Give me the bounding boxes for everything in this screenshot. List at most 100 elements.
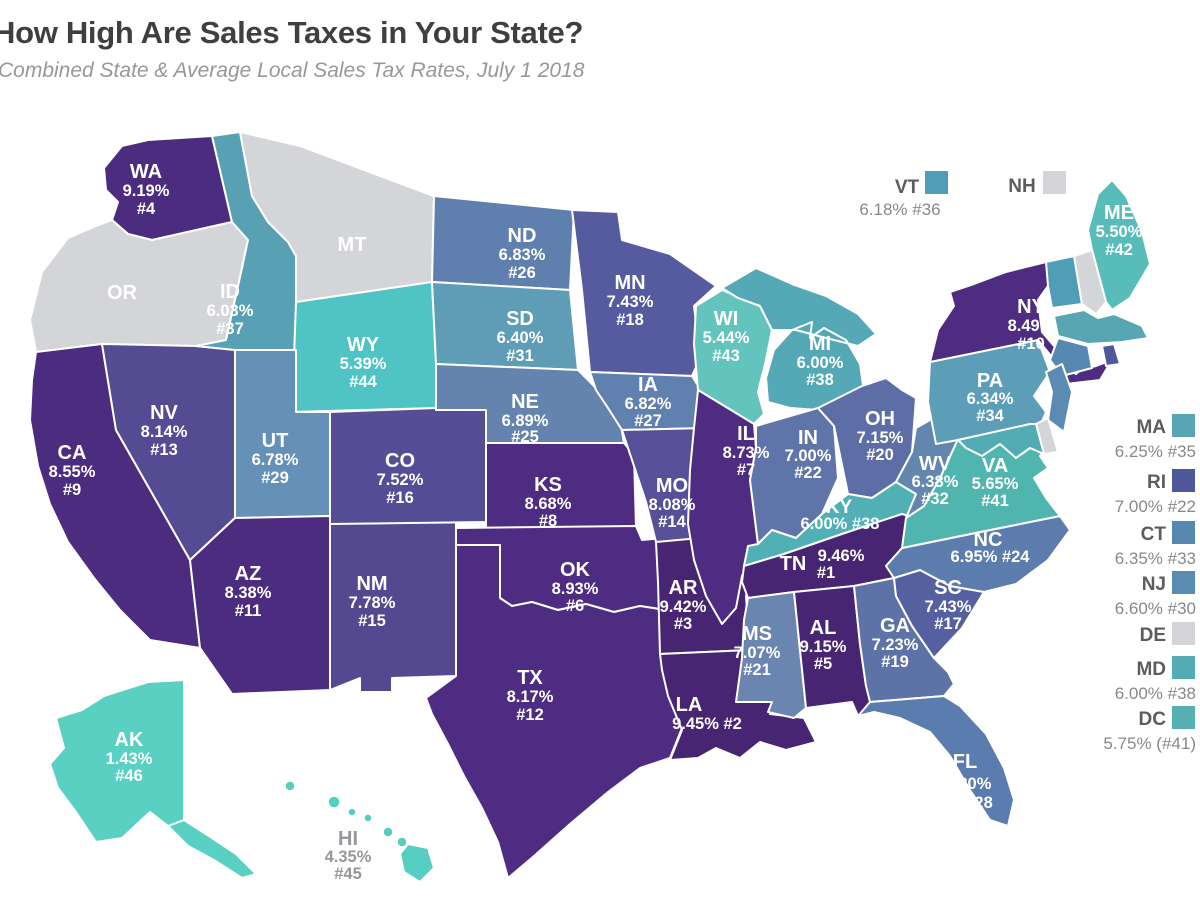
state-label-mi: MI <box>809 333 831 355</box>
state-hi[interactable] <box>399 843 435 883</box>
callout-label-vt: VT <box>895 177 920 198</box>
legend-swatch-dc <box>1172 706 1195 729</box>
state-label-mo-value: 8.08% <box>649 496 696 514</box>
state-label-ne-value: #25 <box>511 428 539 446</box>
state-label-id: ID <box>220 281 240 303</box>
state-label-co: CO <box>385 450 415 472</box>
callout-md: MD 6.00% #38 <box>1115 656 1196 703</box>
state-label-ar: AR <box>669 577 698 599</box>
state-label-ky-value: 6.00% #38 <box>801 515 880 533</box>
state-label-ny-value: 8.49% <box>1008 317 1055 335</box>
state-label-nd-value: #26 <box>508 264 536 282</box>
state-label-al: AL <box>810 617 837 639</box>
state-label-nc-value: 6.95% #24 <box>951 548 1031 566</box>
state-label-mi-value: #38 <box>806 371 834 389</box>
state-tx[interactable] <box>425 544 683 879</box>
state-label-sc: SC <box>934 577 962 599</box>
state-label-ky: KY <box>826 497 853 518</box>
callout-label-ct: CT <box>1141 524 1167 545</box>
state-hi-island[interactable] <box>363 813 373 823</box>
state-oh[interactable] <box>817 377 917 499</box>
legend-swatch-nh <box>1043 171 1066 194</box>
state-label-az: AZ <box>235 563 262 585</box>
state-ma[interactable] <box>1053 309 1149 345</box>
callout-rate-vt: 6.18% #36 <box>859 200 940 219</box>
state-fl[interactable] <box>857 695 1015 827</box>
state-label-mn: MN <box>614 272 645 294</box>
state-label-ok-value: 8.93% <box>552 580 599 598</box>
state-mn[interactable] <box>571 209 717 377</box>
callout-label-ma: MA <box>1136 417 1166 438</box>
state-label-fl-value: #28 <box>965 794 993 812</box>
state-sd[interactable] <box>431 281 579 371</box>
state-label-mt: MT <box>338 234 367 256</box>
callout-vt: VT 6.18% #36 <box>859 171 948 219</box>
state-label-ny: NY <box>1017 296 1045 318</box>
state-label-ut-value: 6.78% <box>252 451 299 469</box>
state-label-in-value: #22 <box>794 464 822 482</box>
callout-label-nh: NH <box>1008 176 1035 197</box>
state-label-ia-value: 6.82% <box>625 395 672 413</box>
state-label-wv: WV <box>919 453 952 475</box>
legend-swatch-de <box>1172 622 1195 645</box>
state-label-il-value: 8.73% <box>723 444 770 462</box>
state-hi-island[interactable] <box>347 807 357 817</box>
state-label-wi-value: #43 <box>712 347 740 365</box>
state-ak[interactable] <box>49 679 257 879</box>
state-nd[interactable] <box>431 195 575 291</box>
state-vt[interactable] <box>1045 255 1083 309</box>
state-label-wy-value: 5.39% <box>340 355 387 373</box>
state-label-fl-value: 6.80% <box>945 775 992 793</box>
map-header: How High Are Sales Taxes in Your State? … <box>0 0 584 83</box>
state-label-sc-value: #17 <box>934 615 962 633</box>
state-label-va-value: 5.65% <box>972 475 1019 493</box>
callout-label-md: MD <box>1136 659 1166 680</box>
state-label-ms: MS <box>742 623 772 645</box>
state-ri[interactable] <box>1101 343 1121 367</box>
state-label-oh: OH <box>865 408 895 430</box>
state-nc[interactable] <box>885 515 1071 593</box>
callout-rate-nj: 6.60% #30 <box>1115 599 1196 618</box>
state-label-sc-value: 7.43% <box>925 598 972 616</box>
state-nj[interactable] <box>1045 363 1073 433</box>
state-label-va: VA <box>982 455 1008 477</box>
state-label-nd: ND <box>508 225 537 247</box>
state-label-nv-value: 8.14% <box>141 423 188 441</box>
state-label-oh-value: #20 <box>866 446 894 464</box>
state-label-co-value: 7.52% <box>377 471 424 489</box>
state-label-co-value: #16 <box>386 489 414 507</box>
state-label-ks-value: 8.68% <box>525 495 572 513</box>
state-ks[interactable] <box>485 442 637 531</box>
state-label-mo: MO <box>656 475 688 497</box>
state-label-tx: TX <box>517 667 543 689</box>
state-label-nv-value: #13 <box>150 441 178 459</box>
state-me[interactable] <box>1087 179 1151 311</box>
state-hi-island[interactable] <box>327 795 341 809</box>
state-label-sd: SD <box>506 308 534 330</box>
state-label-me: ME <box>1104 202 1134 224</box>
state-label-ms-value: #21 <box>743 661 771 679</box>
state-label-oh-value: 7.15% <box>857 429 904 447</box>
state-label-hi-value: 4.35% <box>325 848 372 866</box>
state-nh[interactable] <box>1073 249 1107 315</box>
state-label-ne: NE <box>511 391 539 413</box>
state-label-fl: FL <box>953 751 977 773</box>
state-label-al-value: 9.15% <box>800 638 847 656</box>
state-label-or: OR <box>107 282 138 304</box>
legend-swatch-vt <box>925 171 948 194</box>
state-hi-island[interactable] <box>396 836 408 848</box>
page-title: How High Are Sales Taxes in Your State? <box>0 15 584 50</box>
state-label-wa: WA <box>130 161 162 183</box>
state-label-ar-value: 9.42% <box>660 598 707 616</box>
state-label-wy: WY <box>347 334 380 356</box>
state-label-ak: AK <box>115 729 144 751</box>
state-hi-island[interactable] <box>382 826 394 838</box>
state-label-ca-value: 8.55% <box>49 463 96 481</box>
callout-label-de: DE <box>1140 625 1166 646</box>
state-label-ne-value: 6.89% <box>502 412 549 430</box>
callout-ma: MA 6.25% #35 <box>1115 414 1196 461</box>
state-hi-island[interactable] <box>284 780 296 792</box>
state-md[interactable] <box>957 423 1045 459</box>
callout-label-nj: NJ <box>1142 574 1166 595</box>
